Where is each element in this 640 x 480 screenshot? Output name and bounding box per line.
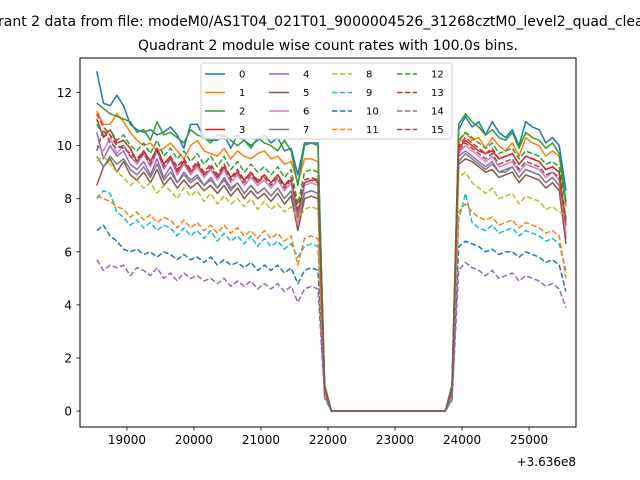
series-line-6: [96, 136, 567, 412]
legend-label-13: 13: [431, 88, 444, 99]
series-line-10: [96, 224, 567, 412]
legend-label-0: 0: [239, 70, 245, 81]
axes-title: Quadrant 2 module wise count rates with …: [138, 38, 518, 54]
y-tick-label: 10: [57, 139, 72, 153]
series-line-12: [96, 123, 567, 412]
y-tick-label: 0: [64, 405, 72, 419]
x-tick-label: 20000: [175, 433, 213, 447]
series-line-8: [96, 155, 567, 412]
x-tick-label: 19000: [108, 433, 146, 447]
figure-suptitle: Quadrant 2 data from file: modeM0/AS1T04…: [0, 14, 640, 30]
legend-label-1: 1: [239, 88, 245, 99]
series-line-15: [96, 128, 567, 412]
series-line-7: [96, 152, 567, 412]
legend-label-10: 10: [366, 107, 379, 118]
axes-frame: [79, 57, 577, 428]
series-line-0: [96, 71, 567, 412]
plot-series-group: [96, 71, 567, 412]
x-tick-label: 21000: [242, 433, 280, 447]
axis-ticks-group: 19000 20000 21000 22000 23000 24000 25000 0 2 4 6 8…: [57, 86, 548, 447]
series-line-2: [96, 102, 567, 412]
legend-label-2: 2: [239, 107, 245, 118]
legend-label-4: 4: [303, 70, 309, 81]
series-line-11: [96, 195, 567, 412]
x-tick-label: 23000: [376, 433, 414, 447]
legend-label-3: 3: [239, 125, 245, 136]
x-tick-label: 24000: [443, 433, 481, 447]
series-line-5: [96, 158, 567, 412]
legend-label-6: 6: [303, 107, 309, 118]
y-tick-label: 4: [64, 298, 72, 312]
y-tick-label: 6: [64, 245, 72, 259]
y-tick-label: 12: [57, 86, 72, 100]
series-line-13: [96, 113, 567, 412]
y-tick-label: 8: [64, 192, 72, 206]
legend-label-9: 9: [366, 88, 372, 99]
legend-label-8: 8: [366, 70, 372, 81]
x-offset-label: +3.636e8: [517, 455, 576, 469]
x-tick-label: 22000: [309, 433, 347, 447]
legend-label-7: 7: [303, 125, 309, 136]
legend-label-5: 5: [303, 88, 309, 99]
y-tick-label: 2: [64, 351, 72, 365]
series-line-9: [96, 189, 567, 412]
x-tick-label: 25000: [510, 433, 548, 447]
series-line-14: [96, 259, 567, 412]
legend-label-15: 15: [431, 125, 444, 136]
legend-label-14: 14: [431, 107, 444, 118]
legend-frame: [200, 62, 453, 140]
series-line-1: [96, 110, 567, 412]
legend-label-12: 12: [431, 70, 444, 81]
legend-label-11: 11: [366, 125, 379, 136]
